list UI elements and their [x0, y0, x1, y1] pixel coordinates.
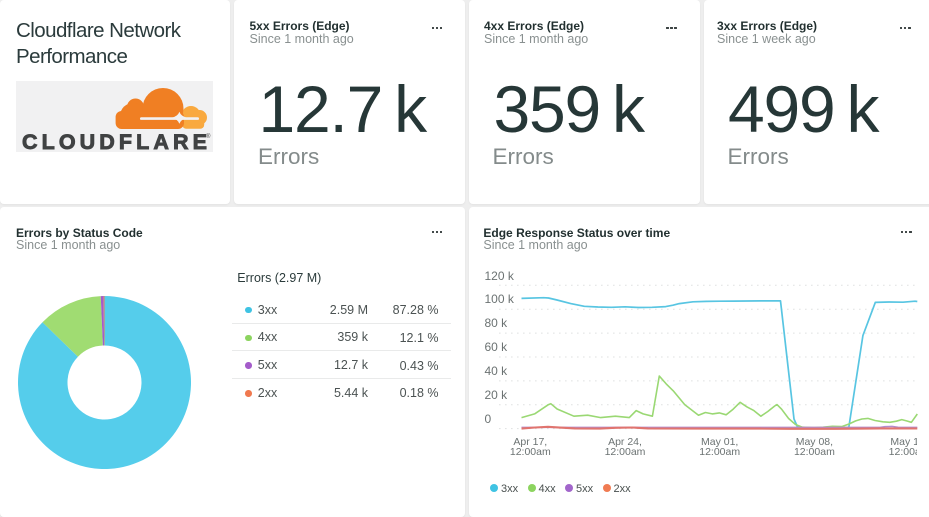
svg-text:CLOUDFLARE: CLOUDFLARE — [22, 130, 211, 152]
svg-text:®: ® — [206, 133, 211, 140]
